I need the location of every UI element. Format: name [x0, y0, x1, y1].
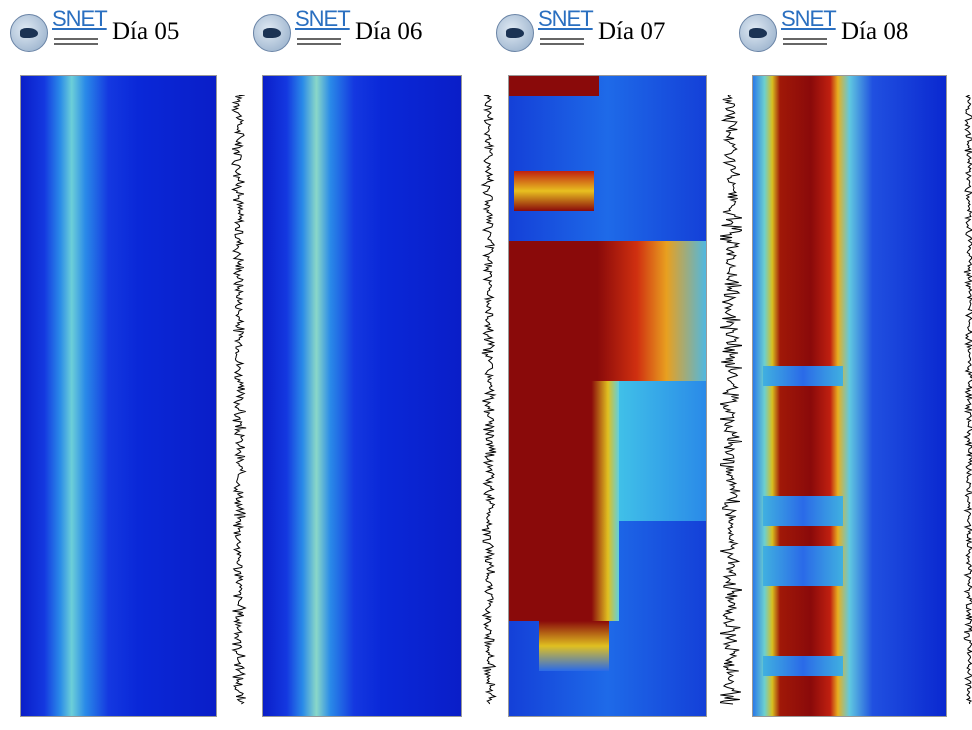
day-label: Día 06 [355, 18, 423, 45]
logo-text: SNET [781, 6, 837, 31]
seismogram [480, 95, 497, 705]
spectrogram-region [539, 621, 609, 671]
panel-header: SNET Día 08 [729, 0, 972, 70]
logo-subtitle [540, 38, 584, 40]
trace [480, 95, 497, 705]
trace [231, 95, 247, 705]
spectrogram [508, 75, 707, 717]
logo-globe [10, 14, 48, 52]
spectrogram-gap [763, 546, 843, 586]
logo-globe [496, 14, 534, 52]
logo-subtitle [297, 38, 341, 40]
trace [963, 95, 972, 705]
logo-text: SNET [52, 6, 108, 31]
seismogram [720, 95, 742, 705]
spectrogram-region [509, 241, 706, 381]
panel-header: SNET Día 07 [486, 0, 729, 70]
logo-subtitle [54, 38, 98, 40]
spectrogram [262, 75, 462, 717]
panel-header: SNET Día 05 [0, 0, 243, 70]
logo-globe [739, 14, 777, 52]
spectrogram [20, 75, 217, 717]
day-label: Día 05 [112, 18, 180, 45]
spectrogram-region [514, 171, 594, 211]
spectrogram-region [509, 381, 619, 621]
day-label: Día 08 [841, 18, 909, 45]
spectrogram-region [509, 76, 599, 96]
spectrogram-gap [763, 366, 843, 386]
trace [720, 95, 742, 705]
panel-header: SNET Día 06 [243, 0, 486, 70]
spectrogram-gap [763, 496, 843, 526]
spectrogram [752, 75, 947, 717]
day-label: Día 07 [598, 18, 666, 45]
logo-subtitle [783, 38, 827, 40]
logo-text: SNET [538, 6, 594, 31]
spectrogram-region [619, 381, 706, 521]
spectrogram-gap [763, 656, 843, 676]
logo-globe [253, 14, 291, 52]
logo-text: SNET [295, 6, 351, 31]
seismogram [231, 95, 247, 705]
seismogram [963, 95, 972, 705]
